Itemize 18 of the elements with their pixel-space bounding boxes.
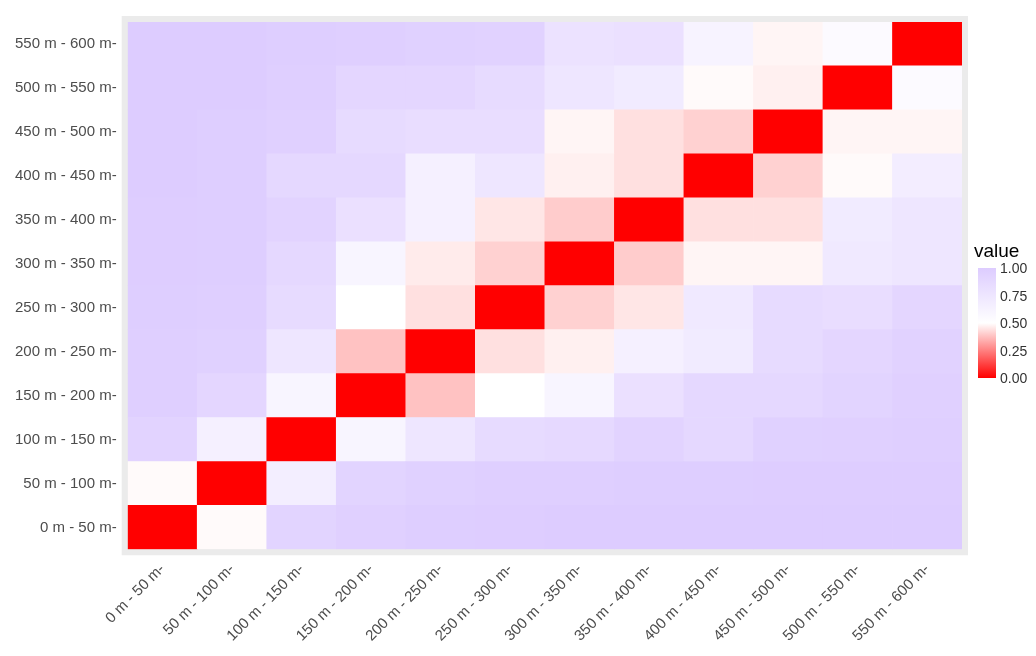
color-bar-label: 0.50 bbox=[1000, 315, 1028, 331]
y-tick-label: 350 m - 400 m- bbox=[14, 209, 117, 227]
color-bar-label: 0.25 bbox=[1000, 342, 1028, 359]
color-bar-label: 1.00 bbox=[1000, 260, 1028, 276]
y-tick-label: 50 m - 100 m- bbox=[23, 473, 117, 491]
y-tick-label: 250 m - 300 m- bbox=[14, 297, 117, 315]
y-tick-label: 550 m - 600 m- bbox=[14, 34, 117, 52]
color-bar-label: 0.75 bbox=[1000, 287, 1028, 304]
color-bar-label: 0.00 bbox=[1000, 370, 1028, 386]
y-tick-label: 150 m - 200 m- bbox=[14, 385, 117, 403]
y-tick-label: 200 m - 250 m- bbox=[14, 341, 117, 359]
y-tick-label: 100 m - 150 m- bbox=[14, 429, 117, 447]
color-bar-title: value bbox=[974, 240, 1021, 262]
y-tick-label: 0 m - 50 m- bbox=[40, 517, 117, 535]
y-tick-label: 450 m - 500 m- bbox=[14, 122, 117, 140]
y-tick-label: 400 m - 450 m- bbox=[14, 165, 117, 183]
y-tick-label: 500 m - 550 m- bbox=[14, 78, 117, 96]
y-tick-label: 300 m - 350 m- bbox=[14, 253, 117, 271]
